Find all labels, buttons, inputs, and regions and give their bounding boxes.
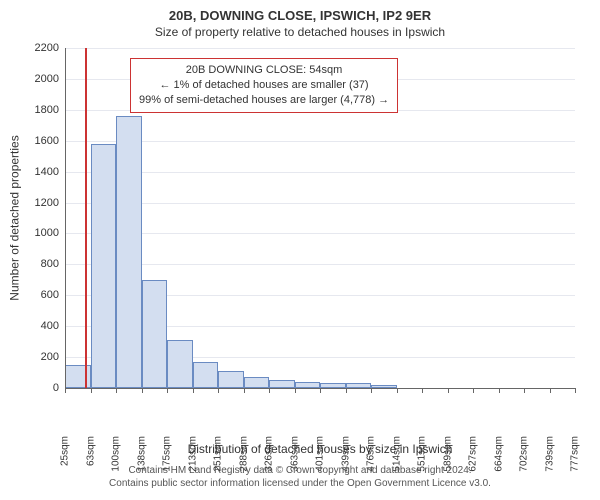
y-tick: 1800 xyxy=(25,104,59,116)
y-tick: 200 xyxy=(25,351,59,363)
page-title: 20B, DOWNING CLOSE, IPSWICH, IP2 9ER xyxy=(0,0,600,23)
x-tick-mark xyxy=(550,388,551,393)
histogram-bar xyxy=(91,144,117,388)
x-tick-mark xyxy=(499,388,500,393)
histogram-bar xyxy=(218,371,244,388)
y-tick: 0 xyxy=(25,382,59,394)
y-axis-ticks: 0200400600800100012001400160018002000220… xyxy=(25,48,63,388)
x-tick-mark xyxy=(218,388,219,393)
x-tick-mark xyxy=(448,388,449,393)
histogram-bar xyxy=(142,280,168,388)
x-tick-mark xyxy=(524,388,525,393)
x-tick-mark xyxy=(473,388,474,393)
y-tick: 1200 xyxy=(25,197,59,209)
x-tick-mark xyxy=(91,388,92,393)
y-tick: 2000 xyxy=(25,73,59,85)
histogram-bar xyxy=(65,365,91,388)
page-subtitle: Size of property relative to detached ho… xyxy=(0,23,600,43)
histogram-bar xyxy=(193,362,219,388)
x-tick-mark xyxy=(320,388,321,393)
x-tick-mark xyxy=(167,388,168,393)
y-axis-label: Number of detached properties xyxy=(8,48,22,388)
annotation-line2: ← 1% of detached houses are smaller (37) xyxy=(139,78,389,93)
y-axis-line xyxy=(65,48,66,388)
property-annotation: 20B DOWNING CLOSE: 54sqm ← 1% of detache… xyxy=(130,58,398,113)
x-tick-mark xyxy=(575,388,576,393)
x-axis-label: Distribution of detached houses by size … xyxy=(65,442,575,456)
y-tick: 2200 xyxy=(25,42,59,54)
x-tick-mark xyxy=(142,388,143,393)
x-axis-ticks: 25sqm63sqm100sqm138sqm175sqm213sqm251sqm… xyxy=(65,388,575,442)
x-tick-mark xyxy=(65,388,66,393)
x-tick-mark xyxy=(422,388,423,393)
y-tick: 400 xyxy=(25,320,59,332)
x-tick-mark xyxy=(269,388,270,393)
y-tick: 1400 xyxy=(25,166,59,178)
x-tick-mark xyxy=(193,388,194,393)
y-tick: 1600 xyxy=(25,135,59,147)
x-tick-mark xyxy=(295,388,296,393)
y-tick: 1000 xyxy=(25,227,59,239)
property-marker-line xyxy=(85,48,87,388)
histogram-bar xyxy=(116,116,142,388)
histogram-bar xyxy=(269,380,295,388)
x-tick-mark xyxy=(244,388,245,393)
annotation-line3: 99% of semi-detached houses are larger (… xyxy=(139,93,389,108)
footer-line2: Contains public sector information licen… xyxy=(0,478,600,489)
x-tick-mark xyxy=(116,388,117,393)
y-tick: 600 xyxy=(25,289,59,301)
annotation-line1: 20B DOWNING CLOSE: 54sqm xyxy=(139,63,389,78)
y-tick: 800 xyxy=(25,258,59,270)
histogram-bar xyxy=(167,340,193,388)
histogram-bar xyxy=(244,377,270,388)
x-tick-mark xyxy=(371,388,372,393)
x-tick-mark xyxy=(346,388,347,393)
x-tick-mark xyxy=(397,388,398,393)
footer-line1: Contains HM Land Registry data © Crown c… xyxy=(0,465,600,476)
